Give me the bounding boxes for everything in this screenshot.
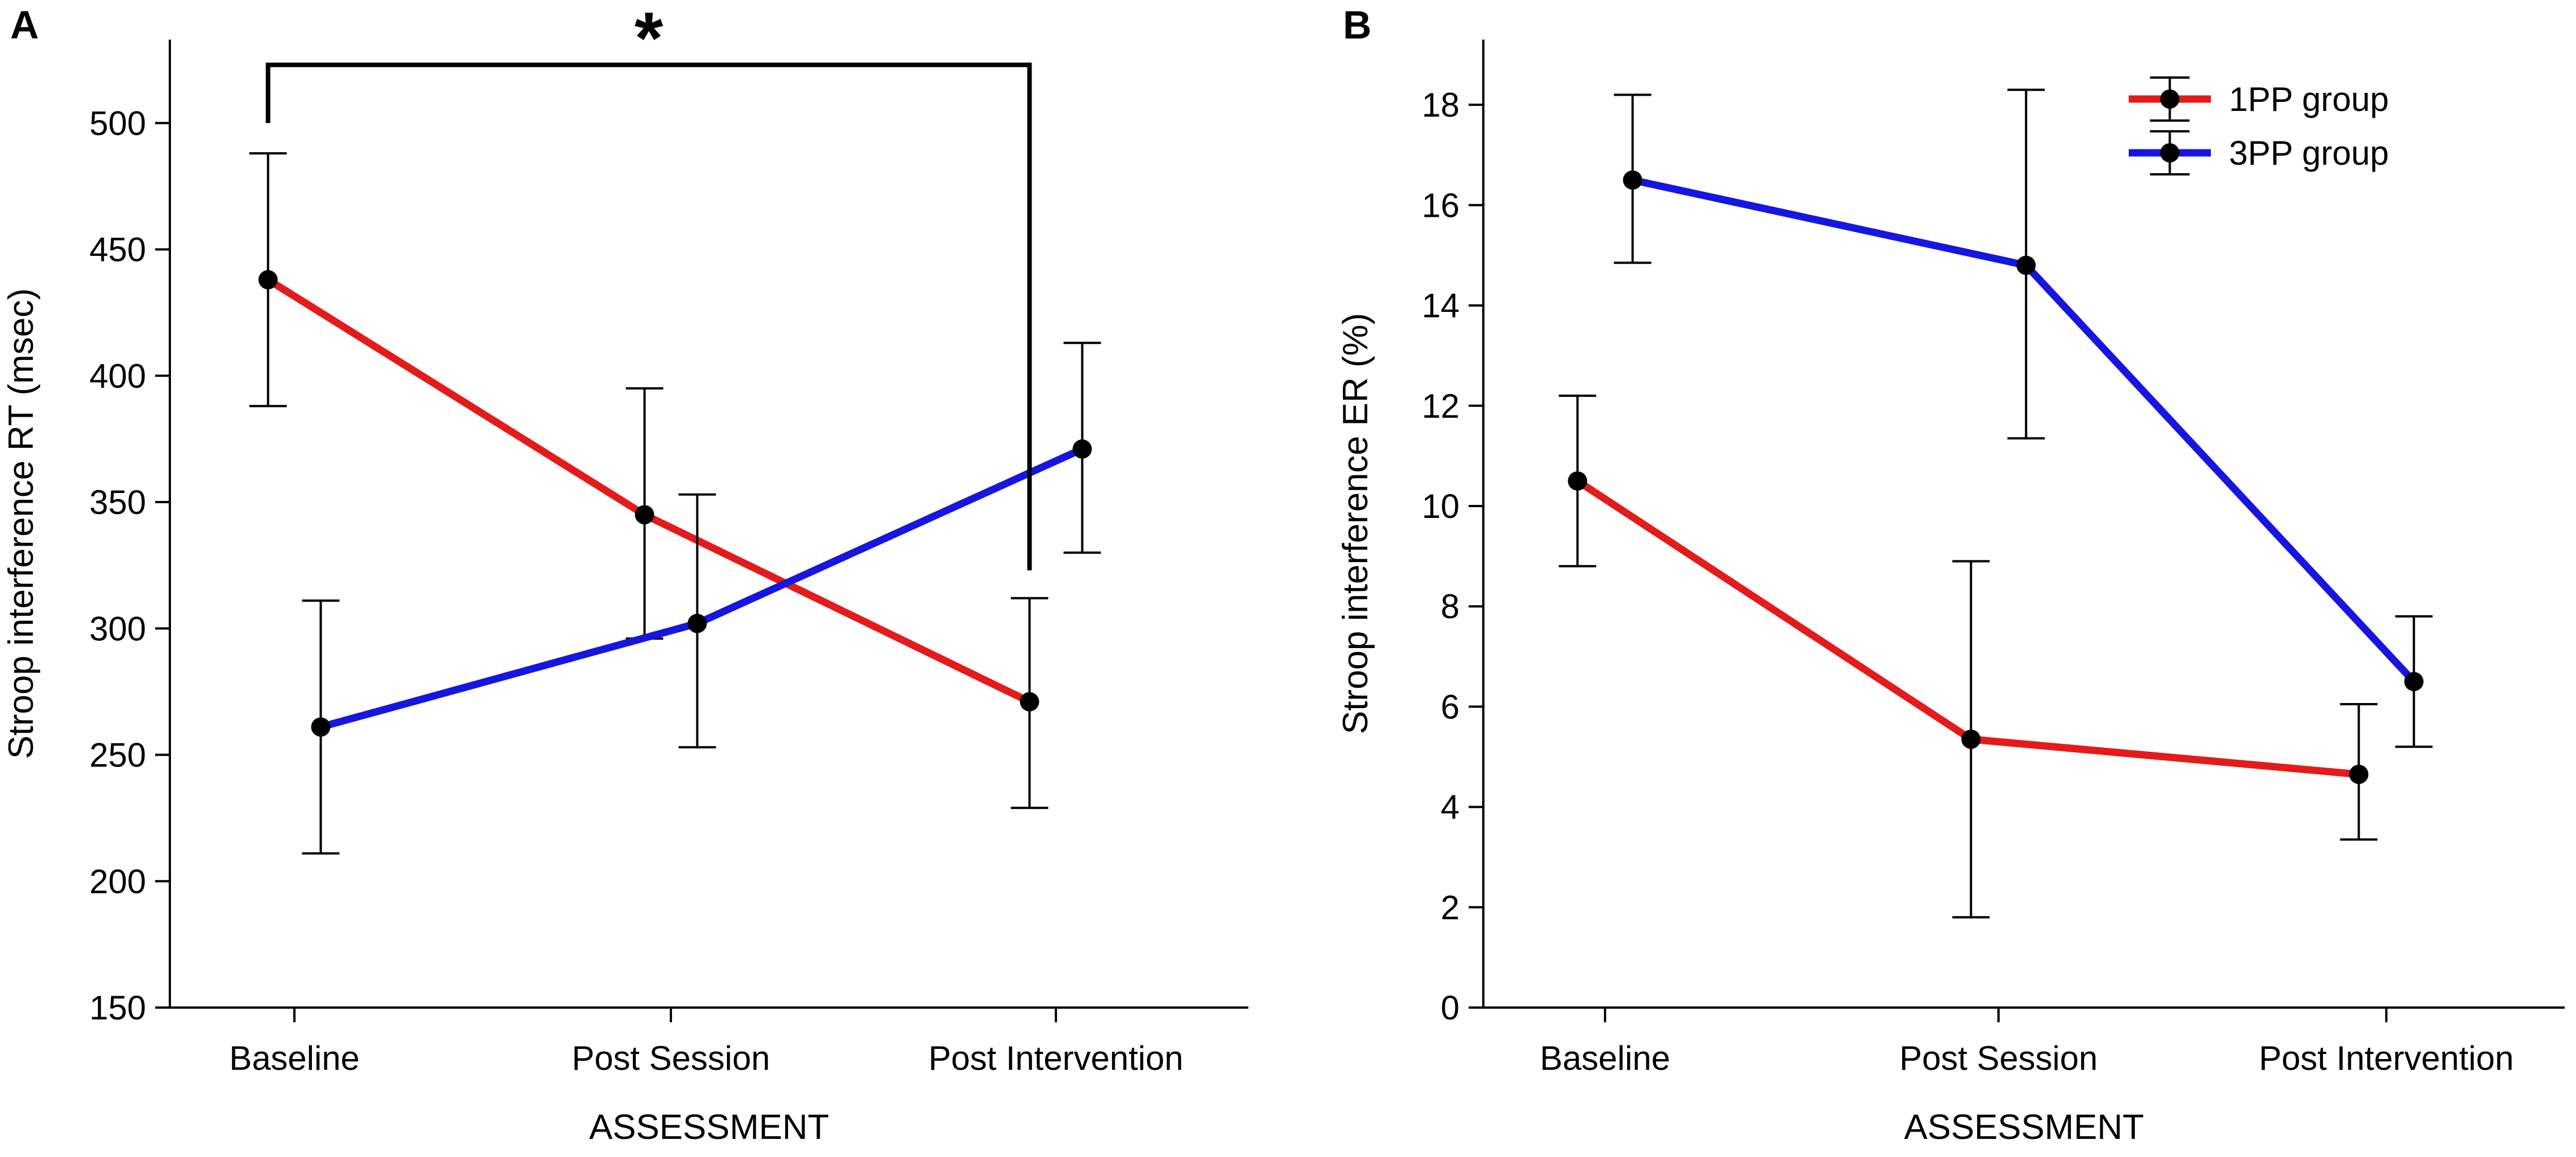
significance-star: *: [635, 0, 664, 79]
data-point: [1568, 471, 1587, 491]
y-tick-label: 8: [1441, 588, 1460, 625]
y-tick-label: 10: [1422, 487, 1460, 525]
y-tick-label: 4: [1441, 789, 1460, 826]
data-point: [635, 505, 654, 525]
x-tick-label: Post Intervention: [2259, 1039, 2514, 1077]
y-tick-label: 16: [1422, 186, 1460, 224]
y-tick-label: 18: [1422, 86, 1460, 124]
legend-label: 1PP group: [2229, 80, 2389, 118]
y-axis-title: Stroop interference ER (%): [1336, 313, 1375, 734]
data-point: [258, 270, 278, 290]
legend-marker: [2160, 143, 2180, 162]
data-point: [1623, 170, 1642, 190]
data-point: [687, 614, 707, 633]
data-point: [311, 717, 331, 737]
data-point: [2016, 255, 2036, 275]
panel-letter: A: [10, 3, 39, 47]
data-point: [2349, 765, 2369, 785]
x-tick-label: Post Session: [572, 1039, 770, 1077]
y-tick-label: 12: [1422, 387, 1460, 425]
panel-b: B 0 2 4 6 8 10 12 14 16 18 Baseline Post Session Post…: [1336, 3, 2565, 1147]
y-tick-label: 350: [89, 483, 146, 521]
y-axis-title: Stroop interference RT (msec): [2, 288, 41, 759]
y-tick-label: 400: [89, 357, 146, 395]
series-line-3pp-group: [1632, 176, 2417, 684]
y-tick-label: 0: [1441, 989, 1460, 1027]
panel-letter: B: [1343, 3, 1372, 47]
y-tick-label: 14: [1422, 287, 1460, 325]
y-tick-label: 200: [89, 863, 146, 901]
y-tick-label: 250: [89, 736, 146, 774]
x-tick-label: Post Intervention: [928, 1039, 1183, 1077]
x-tick-label: Baseline: [1540, 1039, 1670, 1077]
y-tick-label: 150: [89, 989, 146, 1027]
legend-label: 3PP group: [2229, 134, 2389, 172]
data-point: [1020, 692, 1039, 712]
y-tick-label: 2: [1441, 889, 1460, 927]
series-line-3pp-group: [319, 445, 1084, 731]
legend-marker: [2160, 89, 2180, 109]
x-tick-label: Post Session: [1899, 1039, 2098, 1077]
y-tick-label: 6: [1441, 688, 1460, 726]
x-tick-label: Baseline: [229, 1039, 360, 1077]
data-point: [1072, 439, 1092, 459]
data-point: [2404, 672, 2424, 692]
x-axis-title: ASSESSMENT: [1904, 1108, 2144, 1147]
x-axis-title: ASSESSMENT: [589, 1108, 829, 1147]
panel-a: A 150 200 250 300 350 400 450 500 Baseline Post Se…: [2, 0, 1248, 1147]
data-point: [1961, 729, 1981, 749]
significance-bracket: [266, 62, 1032, 571]
y-tick-label: 300: [89, 610, 146, 648]
y-tick-label: 450: [89, 231, 146, 269]
y-tick-label: 500: [89, 104, 146, 142]
